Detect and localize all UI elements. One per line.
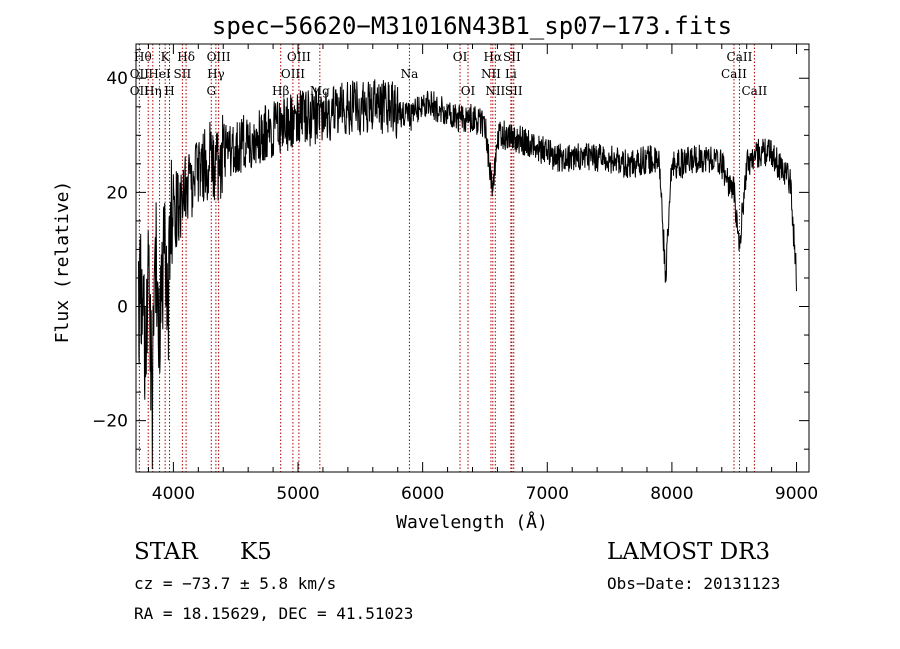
line-label-18: OII xyxy=(130,84,150,98)
line-label-10: HeI xyxy=(148,67,171,81)
survey-name: LAMOST DR3 xyxy=(607,539,771,565)
line-label-12: Hγ xyxy=(207,67,225,81)
spectrum-line xyxy=(138,79,797,470)
x-tick-label-2: 6000 xyxy=(401,484,444,504)
coordinates-text: RA = 18.15629, DEC = 41.51023 xyxy=(134,604,414,623)
line-label-21: G xyxy=(206,84,216,98)
x-tick-label-4: 8000 xyxy=(650,484,693,504)
line-label-5: OI xyxy=(453,50,468,64)
y-tick-label-0: −20 xyxy=(92,412,128,432)
line-label-3: OIII xyxy=(207,50,231,64)
x-tick-label-1: 5000 xyxy=(276,484,319,504)
line-label-7: SII xyxy=(503,50,521,64)
line-label-25: NII xyxy=(485,84,505,98)
line-label-24: OI xyxy=(461,84,476,98)
line-label-15: NII xyxy=(481,67,501,81)
line-label-20: H xyxy=(164,84,174,98)
line-label-1: K xyxy=(161,50,171,64)
line-label-19: Hη xyxy=(144,84,162,98)
line-label-13: OIII xyxy=(281,67,305,81)
line-label-2: Hδ xyxy=(177,50,195,64)
line-label-9: OII xyxy=(130,67,150,81)
line-label-26: SII xyxy=(505,84,523,98)
line-label-17: CaII xyxy=(721,67,747,81)
line-label-11: SII xyxy=(174,67,192,81)
y-tick-label-1: 0 xyxy=(117,298,128,318)
x-tick-label-3: 7000 xyxy=(526,484,569,504)
line-label-4: OIII xyxy=(287,50,311,64)
obs-date-text: Obs−Date: 20131123 xyxy=(607,574,781,593)
line-label-16: Li xyxy=(505,67,517,81)
y-tick-label-2: 20 xyxy=(106,183,128,203)
x-tick-label-5: 9000 xyxy=(775,484,818,504)
object-subclass: K5 xyxy=(240,539,272,565)
y-tick-label-3: 40 xyxy=(106,69,128,89)
x-tick-label-0: 4000 xyxy=(152,484,195,504)
line-label-0: Hθ xyxy=(134,50,152,64)
line-label-27: CaII xyxy=(741,84,767,98)
line-label-6: Hα xyxy=(484,50,503,64)
object-class: STAR xyxy=(134,539,198,565)
line-label-8: CaII xyxy=(727,50,753,64)
y-axis-ticks: −20 0 20 40 xyxy=(92,49,809,450)
line-label-22: Hβ xyxy=(272,84,289,98)
plot-frame xyxy=(135,43,810,473)
chart-title: spec−56620−M31016N43B1_sp07−173.fits xyxy=(212,12,732,40)
x-axis-label: Wavelength (Å) xyxy=(396,511,548,533)
line-label-14: Na xyxy=(401,67,419,81)
redshift-text: cz = −73.7 ± 5.8 km/s xyxy=(134,574,337,593)
line-label-23: Mg xyxy=(310,84,330,98)
y-axis-label: Flux (relative) xyxy=(52,181,73,344)
x-axis-ticks: 4000 5000 6000 7000 8000 9000 xyxy=(147,44,818,504)
